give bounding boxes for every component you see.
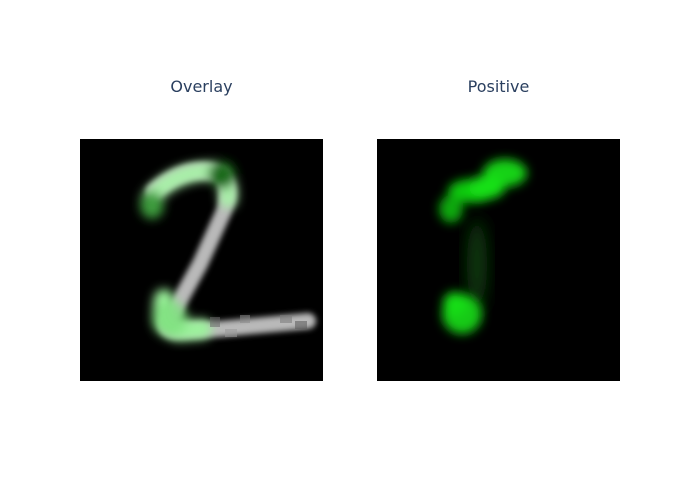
overlay-title: Overlay: [170, 77, 233, 96]
positive-title: Positive: [467, 77, 530, 96]
positive-attribution: [439, 159, 527, 334]
positive-image: [377, 139, 620, 381]
digit-pixels: [210, 315, 307, 337]
overlay-image-panel: [80, 139, 323, 381]
positive-image-panel: [377, 139, 620, 381]
saliency-overlay: [140, 161, 238, 342]
overlay-image: [80, 139, 323, 381]
